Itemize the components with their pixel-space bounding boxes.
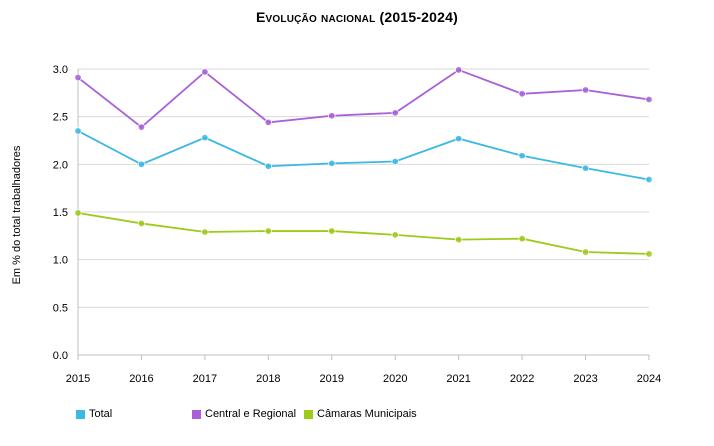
y-tick-label: 2.0 xyxy=(53,159,68,171)
series-line xyxy=(77,212,650,255)
data-point xyxy=(264,162,273,170)
legend-label: Central e Regional xyxy=(205,408,297,420)
x-tick-label: 2015 xyxy=(66,373,90,385)
data-point xyxy=(645,175,653,184)
tick-labels: 0.0 0.5 1.0 1.5 2.0 2.5 3.0 2015 2016 2017 2018 201… xyxy=(53,64,662,385)
y-tick-label: 0.0 xyxy=(53,350,68,362)
series-points xyxy=(74,66,653,258)
y-tick-label: 1.5 xyxy=(53,207,68,219)
data-point xyxy=(391,157,399,166)
x-tick-label: 2021 xyxy=(446,373,470,385)
data-point xyxy=(645,95,653,104)
gridlines xyxy=(78,68,649,308)
x-tick-label: 2023 xyxy=(573,373,597,385)
legend-item-total[interactable]: Total xyxy=(76,408,112,420)
x-tick-label: 2022 xyxy=(510,373,534,385)
y-tick-label: 3.0 xyxy=(53,64,68,76)
data-point xyxy=(328,159,336,168)
series-lines xyxy=(77,68,650,255)
legend-label: Total xyxy=(89,408,113,420)
data-point xyxy=(454,235,463,244)
data-point xyxy=(201,68,209,76)
data-point xyxy=(581,164,590,172)
x-tick-label: 2018 xyxy=(256,373,280,385)
data-point xyxy=(518,234,526,243)
data-point xyxy=(137,219,146,228)
x-tick-label: 2020 xyxy=(383,373,407,385)
legend-label: Câmaras Municipais xyxy=(317,408,417,420)
legend-swatch xyxy=(76,409,85,419)
y-tick-label: 1.0 xyxy=(53,255,68,267)
axes xyxy=(77,69,650,360)
y-tick-label: 2.5 xyxy=(53,112,68,124)
legend-item-camaras-municipais[interactable]: Câmaras Municipais xyxy=(304,408,417,420)
data-point xyxy=(137,123,146,131)
data-point xyxy=(264,118,273,127)
series-line xyxy=(77,68,650,129)
data-point xyxy=(264,227,273,235)
x-tick-label: 2024 xyxy=(637,373,661,385)
data-point xyxy=(391,231,399,239)
chart-title: Evolução nacional (2015-2024) xyxy=(256,9,458,25)
data-point xyxy=(328,112,336,120)
legend-swatch xyxy=(192,409,201,419)
data-point xyxy=(137,160,146,169)
data-point xyxy=(74,127,82,135)
data-point xyxy=(74,73,82,82)
data-point xyxy=(454,134,463,143)
legend-swatch xyxy=(304,409,313,419)
data-point xyxy=(518,90,526,98)
x-tick-label: 2017 xyxy=(193,373,217,385)
y-tick-label: 0.5 xyxy=(53,302,68,314)
data-point xyxy=(201,228,209,236)
data-point xyxy=(74,209,82,217)
data-point xyxy=(391,109,399,117)
data-point xyxy=(454,66,463,74)
data-point xyxy=(201,133,209,142)
data-point xyxy=(328,227,336,235)
x-tick-label: 2016 xyxy=(129,373,153,385)
data-point xyxy=(581,248,590,256)
x-tick-label: 2019 xyxy=(320,373,344,385)
data-point xyxy=(581,86,590,94)
series-line xyxy=(77,130,650,181)
data-point xyxy=(645,250,653,258)
data-point xyxy=(518,152,526,160)
legend-item-central-regional[interactable]: Central e Regional xyxy=(192,408,296,420)
